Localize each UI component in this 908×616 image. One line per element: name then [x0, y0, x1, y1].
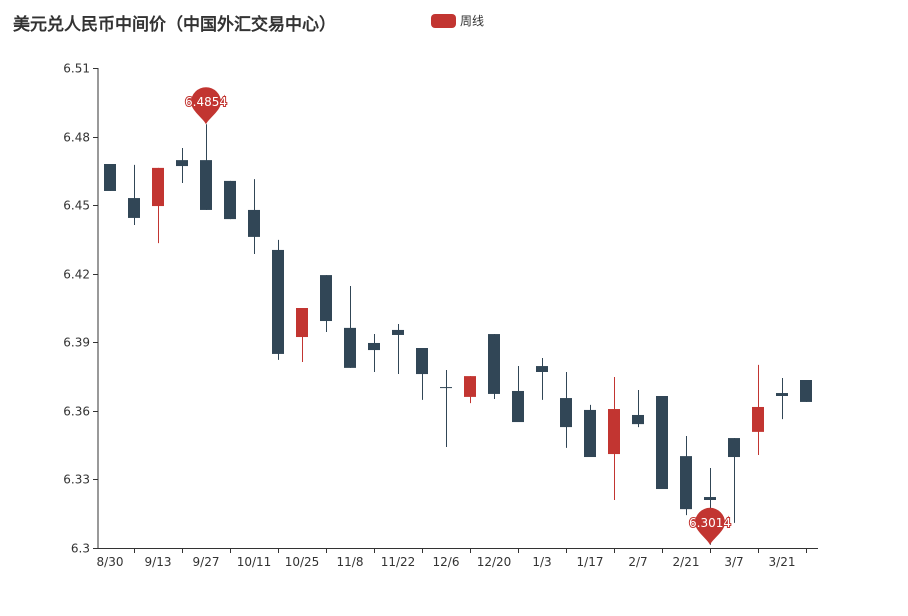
candle-down — [272, 249, 284, 354]
candle-down — [392, 329, 404, 335]
pin-marker-max — [191, 87, 221, 125]
x-tick-label: 11/8 — [337, 555, 364, 569]
candle-down — [320, 275, 332, 322]
y-tick-label: 6.3 — [71, 542, 90, 556]
candle-down — [368, 342, 380, 351]
x-tick-label: 10/25 — [285, 555, 320, 569]
candle-up — [608, 409, 620, 455]
x-tick-label: 2/21 — [673, 555, 700, 569]
candle-down — [224, 180, 236, 220]
legend-swatch — [431, 13, 456, 28]
candle-down — [440, 387, 452, 389]
candle-up — [152, 167, 164, 207]
candle-down — [536, 366, 548, 372]
x-tick-label: 1/3 — [532, 555, 551, 569]
legend-label: 周线 — [460, 14, 485, 28]
x-tick-label: 1/17 — [577, 555, 604, 569]
candle-down — [800, 380, 812, 402]
candle-down — [128, 198, 140, 218]
candle-down — [416, 348, 428, 375]
y-tick-label: 6.48 — [63, 131, 90, 145]
candle-up — [752, 406, 764, 432]
candle-down — [512, 390, 524, 423]
candle-down — [632, 414, 644, 425]
candle-down — [656, 396, 668, 490]
x-tick-label: 9/13 — [145, 555, 172, 569]
pin-marker-min — [695, 507, 725, 545]
x-tick-label: 3/21 — [769, 555, 796, 569]
y-tick-label: 6.39 — [63, 336, 90, 350]
x-tick-label: 11/22 — [381, 555, 416, 569]
candle-down — [344, 327, 356, 368]
y-tick-label: 6.33 — [63, 473, 90, 487]
candle-down — [560, 398, 572, 428]
legend-item-weekly[interactable]: 周线 — [431, 12, 484, 29]
x-tick-label: 2/7 — [628, 555, 647, 569]
x-tick-label: 8/30 — [97, 555, 124, 569]
x-tick-label: 10/11 — [237, 555, 272, 569]
candle-down — [104, 164, 116, 191]
candle-up — [296, 308, 308, 338]
chart-title: 美元兑人民币中间价（中国外汇交易中心） — [13, 15, 336, 35]
y-tick-label: 6.51 — [63, 62, 90, 76]
x-tick-label: 12/6 — [433, 555, 460, 569]
candle-up — [464, 376, 476, 397]
y-tick-label: 6.45 — [63, 199, 90, 213]
y-tick-label: 6.36 — [63, 405, 90, 419]
pin-label-min: 6.3014 — [689, 516, 731, 530]
pin-label-max: 6.4854 — [185, 95, 227, 109]
y-tick-label: 6.42 — [63, 268, 90, 282]
x-tick-label: 9/27 — [193, 555, 220, 569]
candle-down — [248, 209, 260, 237]
candle-down — [704, 497, 716, 500]
candle-down — [584, 409, 596, 458]
candle-down — [200, 160, 212, 210]
x-tick-label: 3/7 — [724, 555, 743, 569]
x-tick-label: 12/20 — [477, 555, 512, 569]
candle-down — [680, 456, 692, 510]
candle-down — [728, 438, 740, 458]
candle-down — [176, 160, 188, 167]
candle-down — [488, 334, 500, 394]
candle-down — [776, 393, 788, 396]
